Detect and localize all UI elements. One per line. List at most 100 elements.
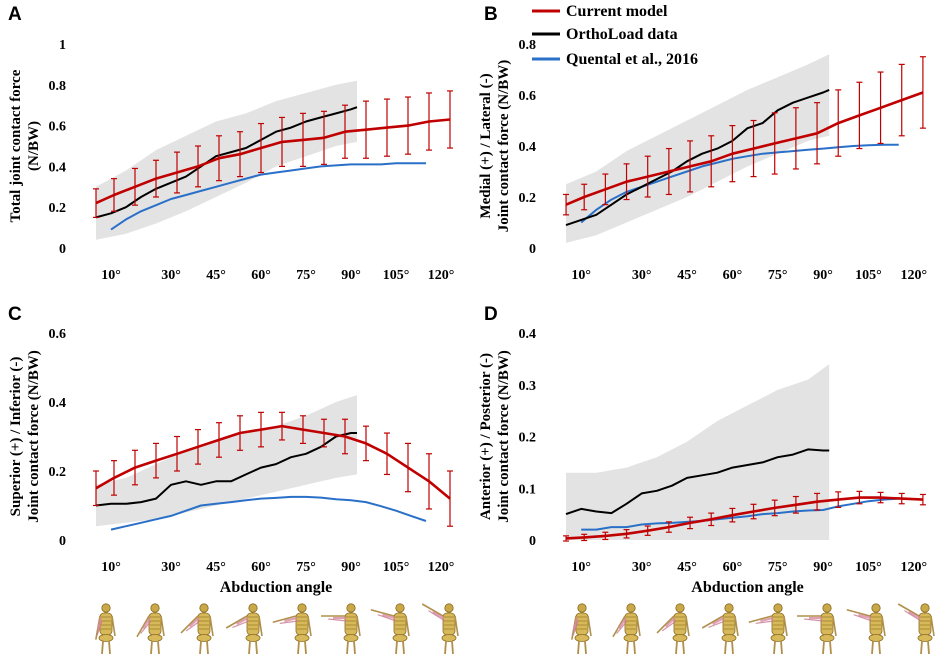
error-bar <box>729 507 736 523</box>
x-tick-label: 30° <box>632 560 652 575</box>
y-tick-label: 0.8 <box>49 79 67 94</box>
error-bar <box>237 131 243 178</box>
x-tick-label: 90° <box>813 560 833 575</box>
series-line-current <box>565 91 924 206</box>
error-bar <box>111 460 117 496</box>
y-tick-label: 0.2 <box>519 191 537 206</box>
x-tick-label: 120° <box>428 268 455 283</box>
error-bar <box>644 155 651 198</box>
x-tick-label: 10° <box>101 560 121 575</box>
series-line-current <box>565 496 923 540</box>
panel-letter: A <box>8 4 22 25</box>
y-axis-label: Superior (+) / Inferior (-) <box>8 357 24 517</box>
y-axis-label: Joint contact force (N/BW) <box>26 350 42 523</box>
y-tick-label: 1 <box>59 38 66 53</box>
y-tick-label: 0.1 <box>519 482 537 497</box>
x-axis-label: Abduction angle <box>220 579 332 596</box>
skeleton-icon <box>846 603 886 655</box>
error-bar <box>300 112 306 167</box>
error-bar <box>132 167 138 206</box>
error-bar <box>216 422 222 458</box>
x-tick-label: 60° <box>251 268 271 283</box>
y-tick-label: 0.2 <box>49 465 67 480</box>
skeleton-icon <box>136 603 165 655</box>
series-line-ortho <box>565 88 830 227</box>
error-bar <box>771 499 778 517</box>
error-bar <box>792 107 799 170</box>
error-bar <box>644 525 651 536</box>
skeleton-icon <box>421 603 459 655</box>
series-line-quental <box>110 495 427 531</box>
error-bar <box>258 411 264 448</box>
error-bar <box>447 470 453 527</box>
error-bar <box>898 492 905 505</box>
y-tick-label: 0.6 <box>49 327 67 342</box>
error-bar <box>153 159 159 198</box>
error-bar <box>195 145 201 188</box>
error-bar <box>363 100 369 159</box>
series-line-quental <box>581 497 899 531</box>
legend: Current model OrthoLoad data Quental et … <box>532 3 698 68</box>
x-tick-label: 90° <box>341 268 361 283</box>
error-bar <box>384 432 390 476</box>
x-tick-label: 75° <box>768 268 788 283</box>
error-bar <box>258 122 264 174</box>
error-bar <box>342 104 348 159</box>
error-bar <box>856 81 863 150</box>
y-tick-label: 0 <box>59 534 66 549</box>
x-tick-label: 120° <box>901 560 928 575</box>
panel-D: D Anterior (+) / Posterior (-) Joint conta… <box>478 304 927 596</box>
error-bar <box>174 435 180 472</box>
error-bar <box>708 135 715 188</box>
y-tick-label: 0.6 <box>49 120 67 135</box>
error-bar <box>426 453 432 510</box>
error-bar <box>300 415 306 444</box>
error-bar <box>279 411 285 441</box>
error-bar <box>919 56 926 129</box>
y-axis-label: Medial (+) / Lateral (-) <box>478 73 494 218</box>
abduction-figure-strip <box>95 603 935 655</box>
error-bar <box>792 495 799 514</box>
error-bar <box>877 71 884 145</box>
error-bar <box>447 90 453 149</box>
error-bar <box>321 110 327 165</box>
x-tick-label: 30° <box>161 560 181 575</box>
legend-label-current: Current model <box>566 3 668 20</box>
y-axis-label: (N/BW) <box>26 121 42 171</box>
y-tick-label: 0.4 <box>519 140 537 155</box>
x-tick-label: 10° <box>101 268 121 283</box>
x-tick-label: 45° <box>677 268 697 283</box>
skeleton-icon <box>370 603 410 655</box>
error-bar <box>602 173 609 206</box>
y-tick-label: 0 <box>529 534 536 549</box>
panel-letter: D <box>484 304 498 325</box>
error-bar <box>279 116 285 167</box>
x-tick-label: 75° <box>768 560 788 575</box>
error-bar <box>877 491 884 504</box>
error-bar <box>814 102 821 165</box>
skeleton-icon <box>612 603 641 655</box>
panel-C: C Superior (+) / Inferior (-) Joint contac… <box>8 304 454 596</box>
error-bar <box>405 96 411 155</box>
panel-A: A Total joint contact force (N/BW) 0 0.2 0.4 0… <box>8 4 454 283</box>
error-bar <box>216 135 222 182</box>
x-tick-label: 105° <box>383 268 410 283</box>
x-tick-label: 60° <box>723 268 743 283</box>
error-bar <box>581 183 588 211</box>
y-tick-label: 0.4 <box>49 160 67 175</box>
error-bar <box>687 516 694 530</box>
skeleton-icon <box>571 603 592 655</box>
skeleton-icon <box>180 603 214 655</box>
y-tick-label: 0 <box>59 242 66 257</box>
y-axis-label: Anterior (+) / Posterior (-) <box>478 353 494 520</box>
y-tick-label: 0.2 <box>49 201 67 216</box>
error-bar <box>111 178 117 212</box>
skeleton-icon <box>701 603 739 655</box>
error-bar <box>153 442 159 479</box>
error-bar <box>363 425 369 462</box>
series-line-current <box>95 118 451 205</box>
error-bar <box>623 529 630 539</box>
series-line-ortho <box>95 106 358 219</box>
skeleton-icon <box>748 603 788 655</box>
